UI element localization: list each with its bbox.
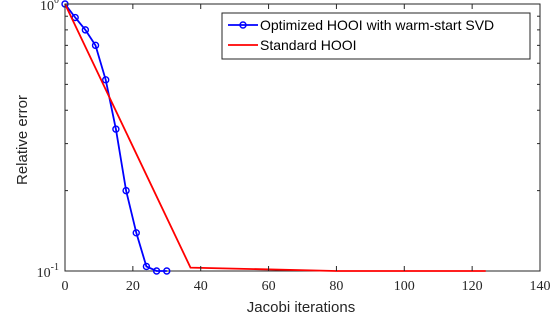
y-axis-label: Relative error [14, 95, 31, 185]
x-tick-label: 140 [530, 279, 551, 294]
legend: Optimized HOOI with warm-start SVD Standa… [222, 13, 530, 59]
y-tick-label-exponent: 0 [54, 0, 59, 6]
x-tick-label: 120 [462, 279, 483, 294]
x-tick-label: 20 [126, 279, 140, 294]
x-axis-label: Jacobi iterations [247, 299, 355, 316]
x-tick-label: 80 [329, 279, 343, 294]
legend-label: Standard HOOI [260, 37, 357, 53]
x-tick-label: 40 [194, 279, 208, 294]
x-tick-label: 60 [262, 279, 276, 294]
legend-label: Optimized HOOI with warm-start SVD [260, 17, 494, 33]
y-tick-label-exponent: -1 [51, 262, 59, 273]
y-tick-label-base: 10 [37, 266, 51, 281]
y-tick-label: 100 [40, 0, 59, 14]
y-tick-label-base: 10 [40, 0, 54, 14]
x-tick-label: 100 [394, 279, 415, 294]
y-tick-label: 10-1 [37, 262, 59, 281]
x-tick-label: 0 [62, 279, 69, 294]
